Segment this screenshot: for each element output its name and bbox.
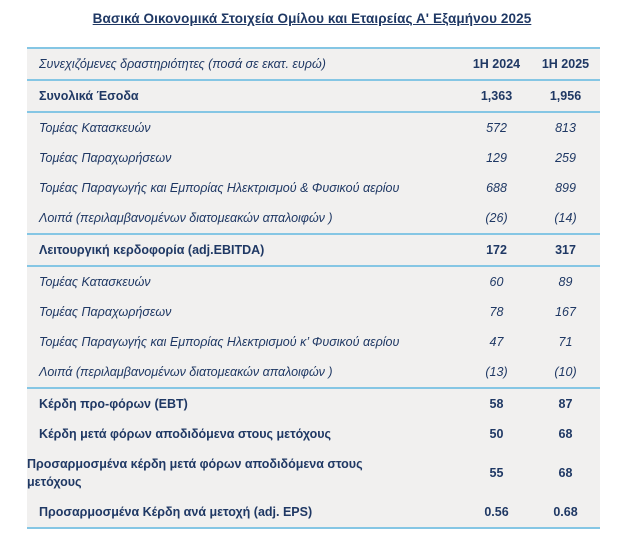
row-label: Λοιπά (περιλαμβανομένων διατομεακών απαλ… — [39, 211, 333, 225]
table-row-energy: Τομέας Παραγωγής και Εμπορίας Ηλεκτρισμο… — [27, 173, 600, 203]
value-1h2024: (13) — [485, 365, 508, 379]
value-1h2025: 89 — [558, 275, 573, 289]
value-1h2024: 55 — [489, 466, 504, 481]
header-row: Συνεχιζόμενες δραστηριότητες (ποσά σε εκ… — [27, 48, 600, 80]
table-row-net-profit: Κέρδη μετά φόρων αποδιδόμενα στους μετόχ… — [27, 419, 600, 449]
row-label-text: Προσαρμοσμένα κέρδη μετά φόρων αποδιδόμε… — [27, 457, 363, 490]
header-activities-label: Συνεχιζόμενες δραστηριότητες (ποσά σε εκ… — [39, 57, 326, 71]
table-row-energy-ebitda: Τομέας Παραγωγής και Εμπορίας Ηλεκτρισμο… — [27, 327, 600, 357]
table-row-adj-eps: Προσαρμοσμένα Κέρδη ανά μετοχή (adj. EPS… — [27, 497, 600, 528]
row-label: Προσαρμοσμένα κέρδη μετά φόρων αποδιδόμε… — [27, 449, 462, 497]
value-1h2025: 87 — [558, 397, 573, 411]
value-1h2025: 167 — [555, 305, 576, 319]
value-1h2024: 172 — [486, 243, 507, 257]
value-1h2024: 0.56 — [484, 505, 509, 520]
table-row-adj-ebitda: Λειτουργική κερδοφορία (adj.EBITDA) 172 … — [27, 234, 600, 266]
table-row-other-ebitda: Λοιπά (περιλαμβανομένων διατομεακών απαλ… — [27, 357, 600, 388]
row-label: Τομέας Παραχωρήσεων — [39, 151, 172, 165]
value-1h2024: 60 — [489, 275, 504, 289]
value-1h2025: 68 — [558, 427, 573, 441]
header-col-1h2025: 1H 2025 — [541, 57, 590, 71]
header-col-1h2024: 1H 2024 — [472, 57, 521, 71]
value-1h2025: (14) — [554, 211, 577, 225]
value-1h2025: 259 — [555, 151, 576, 165]
table-row-other: Λοιπά (περιλαμβανομένων διατομεακών απαλ… — [27, 203, 600, 234]
value-1h2025: 1,956 — [549, 89, 582, 103]
value-1h2025: 68 — [558, 466, 573, 481]
row-label: Τομέας Παραχωρήσεων — [39, 305, 172, 319]
value-1h2024: 1,363 — [480, 89, 513, 103]
value-1h2024: (26) — [485, 211, 508, 225]
table-row-construction: Τομέας Κατασκευών 572 813 — [27, 112, 600, 143]
value-1h2024: 50 — [489, 427, 504, 441]
value-1h2025: 317 — [555, 243, 576, 257]
value-1h2024: 78 — [489, 305, 504, 319]
row-label: Κέρδη μετά φόρων αποδιδόμενα στους μετόχ… — [39, 427, 332, 441]
table-row-total-revenue: Συνολικά Έσοδα 1,363 1,956 — [27, 80, 600, 112]
value-1h2025: 0.68 — [553, 505, 578, 520]
row-label: Λειτουργική κερδοφορία (adj.EBITDA) — [39, 243, 265, 257]
value-1h2025: 899 — [555, 181, 576, 195]
value-1h2024: 47 — [489, 335, 504, 349]
value-1h2025: 813 — [555, 121, 576, 135]
table-row-concessions-ebitda: Τομέας Παραχωρήσεων 78 167 — [27, 297, 600, 327]
row-label: Τομέας Κατασκευών — [39, 121, 151, 135]
row-label: Προσαρμοσμένα Κέρδη ανά μετοχή (adj. EPS… — [39, 505, 313, 520]
row-label: Τομέας Παραγωγής και Εμπορίας Ηλεκτρισμο… — [39, 181, 400, 195]
value-1h2024: 572 — [486, 121, 507, 135]
row-label: Τομέας Κατασκευών — [39, 275, 151, 289]
value-1h2025: 71 — [558, 335, 573, 349]
row-label: Λοιπά (περιλαμβανομένων διατομεακών απαλ… — [39, 365, 333, 379]
value-1h2024: 688 — [486, 181, 507, 195]
value-1h2024: 58 — [489, 397, 504, 411]
value-1h2024: 129 — [486, 151, 507, 165]
financial-table: Συνεχιζόμενες δραστηριότητες (ποσά σε εκ… — [27, 47, 600, 530]
page-title: Βασικά Οικονομικά Στοιχεία Ομίλου και Ετ… — [92, 11, 532, 26]
value-1h2025: (10) — [554, 365, 577, 379]
row-label: Τομέας Παραγωγής και Εμπορίας Ηλεκτρισμο… — [39, 335, 400, 349]
row-label: Κέρδη προ-φόρων (EBT) — [39, 397, 188, 411]
row-label: Συνολικά Έσοδα — [39, 89, 139, 103]
table-row-ebt: Κέρδη προ-φόρων (EBT) 58 87 — [27, 388, 600, 419]
table-row-concessions: Τομέας Παραχωρήσεων 129 259 — [27, 143, 600, 173]
table-row-adj-net-profit: Προσαρμοσμένα κέρδη μετά φόρων αποδιδόμε… — [27, 449, 600, 497]
table-row-construction-ebitda: Τομέας Κατασκευών 60 89 — [27, 266, 600, 297]
